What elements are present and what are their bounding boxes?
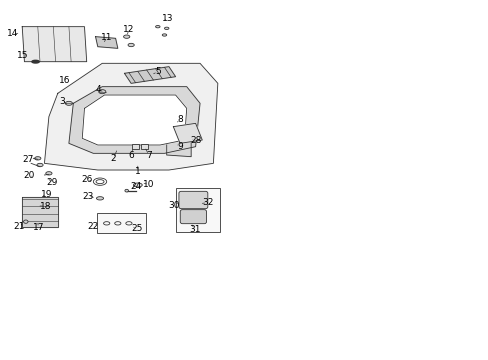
Bar [141,144,148,149]
Polygon shape [69,87,200,153]
Ellipse shape [46,172,52,175]
Text: 10: 10 [143,180,154,189]
Text: 7: 7 [146,150,151,159]
Ellipse shape [155,26,160,28]
Text: 21: 21 [13,221,24,230]
Polygon shape [95,37,118,48]
Text: 15: 15 [17,50,28,59]
Ellipse shape [99,90,105,94]
Polygon shape [22,197,58,227]
Bar [97,213,145,233]
Text: 23: 23 [82,192,94,201]
Ellipse shape [164,27,168,30]
Text: 31: 31 [188,225,200,234]
Bar [175,188,220,232]
Polygon shape [22,27,86,62]
Text: 14: 14 [7,29,18,38]
Ellipse shape [133,183,142,187]
Text: 17: 17 [33,223,44,232]
Text: 22: 22 [87,221,99,230]
Polygon shape [82,95,186,145]
Text: 29: 29 [47,178,58,187]
Text: 27: 27 [22,155,33,164]
Polygon shape [166,123,191,157]
Ellipse shape [32,60,39,63]
Ellipse shape [23,220,28,223]
Text: 13: 13 [162,14,173,23]
Ellipse shape [35,157,41,160]
Ellipse shape [128,43,134,47]
Text: 28: 28 [189,135,201,144]
Text: 8: 8 [177,115,183,124]
Ellipse shape [123,35,129,38]
Bar [132,144,139,149]
Ellipse shape [124,189,128,192]
Text: 32: 32 [202,198,213,207]
Text: 6: 6 [128,150,134,159]
Text: 20: 20 [23,171,35,180]
Ellipse shape [65,101,72,105]
Ellipse shape [37,163,43,167]
Text: 3: 3 [59,97,65,106]
Polygon shape [173,123,202,143]
Text: 30: 30 [168,201,180,210]
Text: 5: 5 [155,67,161,76]
Text: 9: 9 [177,142,183,151]
Text: 1: 1 [135,167,141,176]
Text: 19: 19 [41,189,52,198]
Text: 25: 25 [131,224,142,233]
Text: 11: 11 [101,33,112,42]
Text: 16: 16 [59,76,70,85]
Ellipse shape [162,34,166,36]
Text: 24: 24 [130,181,141,190]
Text: 18: 18 [40,202,51,211]
Polygon shape [124,67,175,83]
Ellipse shape [96,197,103,200]
Text: 12: 12 [123,25,134,34]
FancyBboxPatch shape [180,210,206,224]
Polygon shape [44,63,217,170]
FancyBboxPatch shape [179,191,207,209]
Text: 4: 4 [96,85,102,94]
Text: 2: 2 [110,154,116,163]
Text: 26: 26 [81,175,93,184]
